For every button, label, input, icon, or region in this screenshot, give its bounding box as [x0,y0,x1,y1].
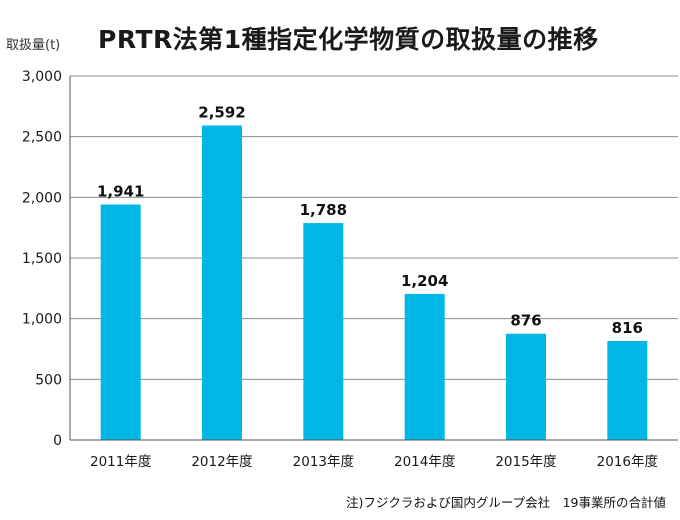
x-tick-label: 2013年度 [293,454,354,470]
y-tick-label: 2,000 [22,190,62,206]
bar [404,293,445,440]
bar [303,223,344,440]
y-tick-label: 2,500 [22,130,62,146]
y-tick-label: 500 [35,372,62,388]
footnote: 注)フジクラおよび国内グループ会社 19事業所の合計値 [345,495,666,510]
labels: 0 500 1,000 1,500 2,000 2,500 3,000 1,941 2011年度… [22,69,658,470]
axes [69,76,678,441]
y-tick-label: 0 [53,433,62,449]
x-tick-label: 2016年度 [597,454,658,470]
y-axis-label: 取扱量(t) [6,38,61,53]
y-tick-label: 1,500 [22,251,62,267]
grid-lines [70,75,678,380]
chart-title: PRTR法第1種指定化学物質の取扱量の推移 [98,25,599,54]
x-tick-label: 2011年度 [90,454,151,470]
bar [607,340,648,440]
x-tick-label: 2014年度 [394,454,455,470]
x-tick-label: 2015年度 [495,454,556,470]
data-label: 876 [510,312,541,330]
x-tick-label: 2012年度 [191,454,252,470]
data-label: 816 [612,319,643,337]
y-tick-label: 1,000 [22,312,62,328]
data-label: 2,592 [198,104,245,122]
bar [506,333,546,440]
data-label: 1,204 [401,272,448,290]
data-label: 1,941 [97,182,144,200]
bar [202,125,242,440]
y-tick-label: 3,000 [22,69,62,85]
data-label: 1,788 [300,201,347,219]
bar [100,204,141,440]
bars [100,125,648,440]
